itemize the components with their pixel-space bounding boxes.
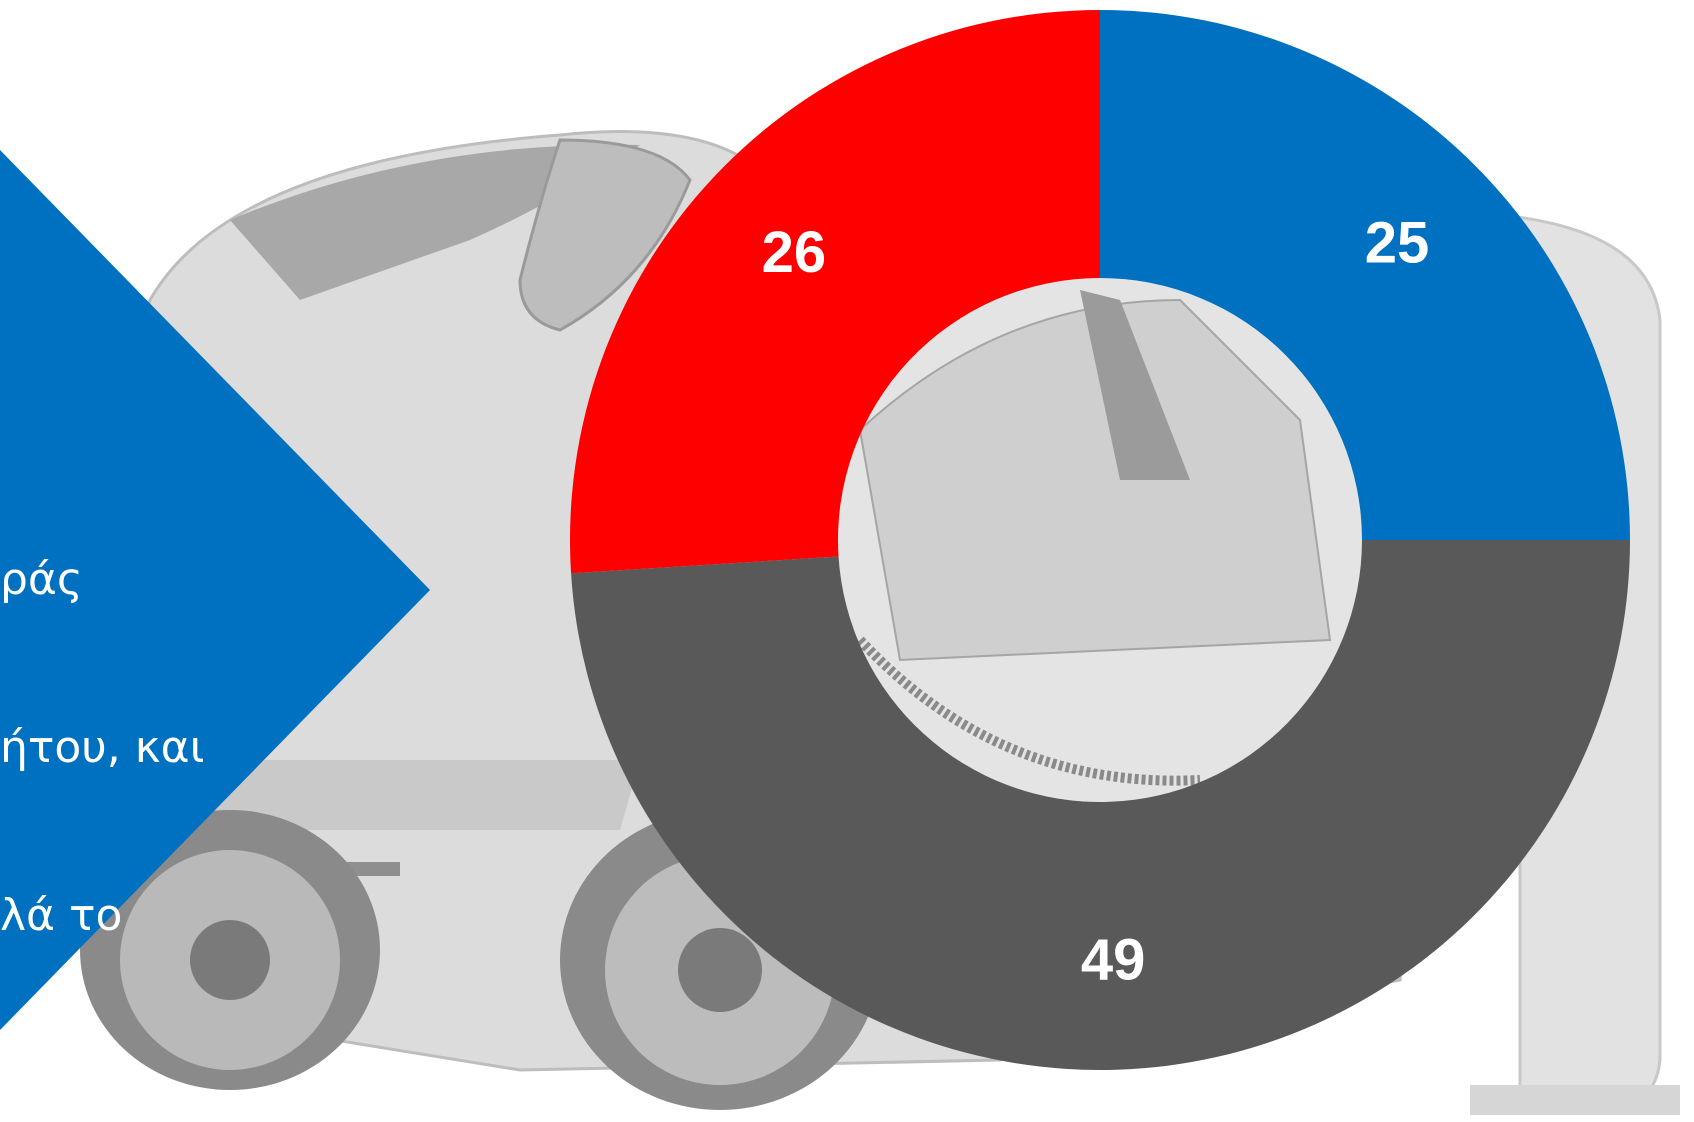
arrow-shape-text: ράς ήτου, και λά το [0, 440, 205, 1000]
donut-slice-49 [571, 540, 1630, 1070]
donut-slice-25 [1100, 10, 1630, 540]
charging-station-base [1470, 1085, 1680, 1115]
car-rear-wheel [80, 810, 380, 1090]
blue-arrow-shape [0, 150, 430, 1030]
arrow-text-line-2: ήτου, και [0, 722, 205, 773]
donut-chart: 25 49 26 [570, 10, 1630, 1070]
car-taillight [518, 138, 692, 332]
donut-data-label: 49 [1081, 927, 1146, 992]
arrow-text-line-3: λά το [0, 890, 123, 941]
arrow-text-line-1: ράς [0, 554, 83, 605]
donut-center-image [838, 278, 1362, 802]
donut-data-label: 26 [762, 220, 827, 285]
donut-data-label: 25 [1365, 211, 1430, 276]
car-rear-window [230, 144, 640, 300]
donut-slice-26 [570, 10, 1100, 574]
car-bumper [180, 760, 640, 830]
